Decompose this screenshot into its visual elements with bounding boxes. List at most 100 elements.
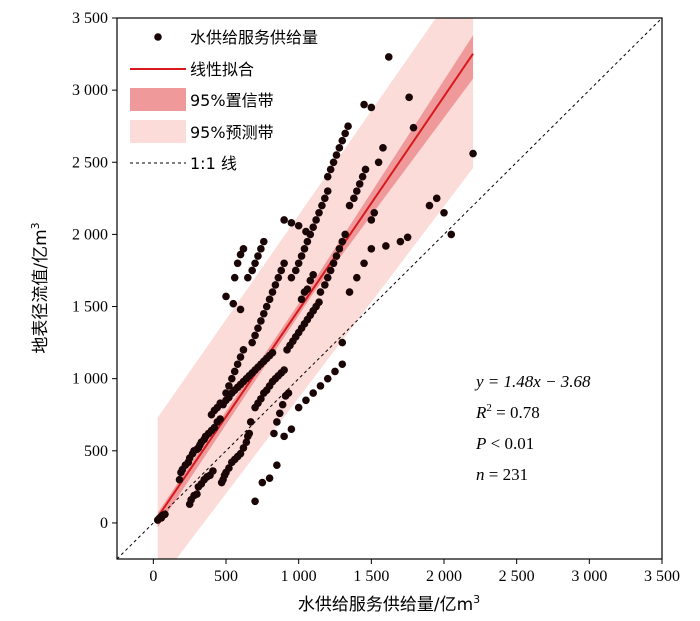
- data-point-128: [303, 237, 312, 246]
- y-tick-label: 3 500: [72, 10, 108, 27]
- data-point-81: [257, 395, 265, 403]
- data-point-202: [297, 295, 306, 304]
- data-point-137: [287, 219, 296, 227]
- data-point-7: [175, 475, 184, 484]
- x-tick-label: 500: [214, 568, 238, 585]
- data-point-167: [367, 216, 376, 224]
- legend: 水供给服务供给量 线性拟合 95%置信带 95%预测带 1:1 线: [130, 28, 318, 173]
- data-point-196: [331, 367, 339, 376]
- y-axis: 0 500 1 000 1 500 2 000 2 500 3 000 3 500: [72, 10, 117, 532]
- y-tick-label: 1 500: [72, 299, 108, 316]
- data-point-185: [251, 497, 259, 506]
- data-point-93: [257, 317, 265, 325]
- data-point-152: [332, 151, 341, 159]
- data-point-175: [409, 123, 418, 132]
- data-point-197: [338, 360, 347, 369]
- data-point-150: [326, 165, 335, 174]
- data-point-95: [262, 302, 271, 311]
- data-point-35: [209, 467, 217, 475]
- data-point-131: [312, 216, 320, 224]
- data-point-210: [278, 400, 287, 409]
- data-point-176: [367, 245, 376, 253]
- data-point-44: [236, 449, 245, 458]
- legend-label-fit: 线性拟合: [190, 60, 254, 79]
- data-point-96: [265, 295, 274, 304]
- data-point-100: [277, 266, 286, 275]
- data-point-144: [329, 259, 338, 268]
- data-point-76: [233, 360, 242, 369]
- data-point-46: [242, 438, 251, 446]
- data-point-134: [321, 194, 329, 203]
- x-tick-label: 1 500: [353, 568, 389, 585]
- data-point-107: [259, 237, 268, 246]
- data-point-105: [254, 252, 262, 260]
- data-point-165: [353, 273, 361, 282]
- data-point-143: [326, 266, 335, 275]
- x-tick-label: 0: [149, 568, 157, 585]
- x-tick-label: 3 000: [571, 568, 607, 585]
- x-axis-title: 水供给服务供给量/亿m3: [298, 593, 480, 615]
- data-point-98: [271, 281, 280, 289]
- x-axis: 0 500 1 000 1 500 2 000 2 500 3 000 3 500: [149, 559, 680, 585]
- legend-marker-pi: [130, 120, 186, 143]
- data-point-151: [329, 158, 338, 167]
- data-point-94: [259, 309, 268, 318]
- data-point-149: [323, 172, 332, 181]
- y-tick-label: 0: [100, 515, 108, 532]
- plot-frame: [116, 17, 663, 560]
- data-point-154: [338, 136, 347, 145]
- data-point-169: [374, 158, 383, 167]
- data-point-106: [257, 245, 265, 253]
- data-point-207: [270, 429, 278, 438]
- data-point-190: [287, 425, 296, 433]
- data-point-130: [309, 223, 318, 231]
- data-point-71: [216, 399, 224, 407]
- legend-marker-scatter: [154, 33, 162, 41]
- data-point-159: [353, 187, 361, 195]
- data-point-198: [230, 273, 239, 282]
- data-point-200: [236, 250, 245, 259]
- data-point-127: [300, 245, 309, 253]
- data-point-102: [244, 273, 252, 282]
- data-point-172: [367, 103, 376, 112]
- data-point-201: [239, 245, 248, 253]
- data-point-184: [469, 149, 477, 158]
- data-point-72: [222, 389, 230, 397]
- data-point-74: [228, 374, 236, 383]
- data-point-163: [338, 338, 347, 347]
- data-point-78: [239, 346, 248, 354]
- data-point-101: [280, 259, 288, 268]
- data-point-108: [222, 292, 230, 301]
- x-tick-label: 3 500: [644, 568, 680, 585]
- data-point-132: [315, 208, 323, 217]
- legend-marker-ci: [130, 88, 186, 111]
- data-point-187: [265, 474, 274, 483]
- data-point-195: [323, 374, 332, 383]
- data-point-161: [358, 172, 367, 181]
- data-point-133: [318, 201, 326, 210]
- data-point-166: [360, 259, 368, 268]
- data-point-199: [233, 259, 242, 268]
- data-point-168: [370, 208, 379, 217]
- data-point-75: [230, 367, 239, 376]
- data-point-188: [273, 461, 281, 470]
- data-point-186: [258, 478, 267, 487]
- data-point-97: [268, 288, 277, 296]
- data-point-49: [246, 418, 255, 426]
- data-point-40: [225, 464, 233, 472]
- data-point-126: [297, 252, 306, 260]
- data-point-135: [323, 187, 332, 195]
- data-point-29: [193, 490, 201, 498]
- data-point-77: [236, 353, 245, 361]
- data-point-174: [405, 93, 413, 102]
- data-point-136: [280, 216, 288, 224]
- data-point-124: [291, 266, 300, 275]
- y-tick-label: 1 000: [72, 371, 108, 388]
- legend-label-ci: 95%置信带: [190, 91, 274, 110]
- data-point-171: [360, 100, 368, 109]
- bands-layer: [117, 18, 662, 559]
- y-tick-label: 2 500: [72, 154, 108, 171]
- data-point-178: [396, 237, 405, 246]
- prediction-band: [157, 18, 474, 559]
- data-point-164: [345, 288, 354, 296]
